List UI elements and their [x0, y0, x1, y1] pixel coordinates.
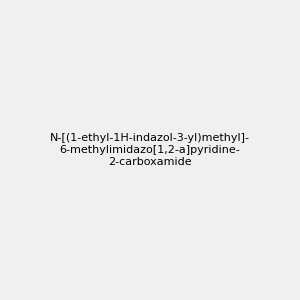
Text: N-[(1-ethyl-1H-indazol-3-yl)methyl]-
6-methylimidazo[1,2-a]pyridine-
2-carboxami: N-[(1-ethyl-1H-indazol-3-yl)methyl]- 6-m…: [50, 134, 250, 166]
